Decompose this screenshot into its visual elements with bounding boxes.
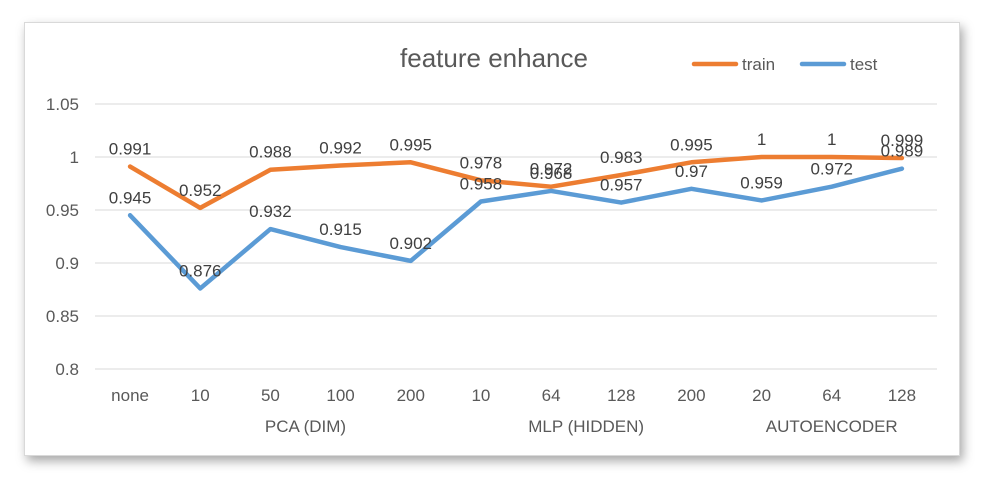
data-label-train: 0.952 (179, 181, 222, 200)
y-tick-label: 0.8 (55, 360, 79, 379)
x-tick-label: 64 (542, 386, 561, 405)
x-group-label: MLP (HIDDEN) (528, 417, 644, 436)
x-tick-label: 200 (397, 386, 425, 405)
x-tick-label: 10 (471, 386, 490, 405)
data-label-test: 0.959 (740, 173, 783, 192)
data-label-train: 0.983 (600, 148, 643, 167)
x-tick-label: 200 (677, 386, 705, 405)
data-label-train: 1 (827, 130, 836, 149)
series-line-test (127, 166, 905, 291)
x-tick-label: 100 (326, 386, 354, 405)
data-label-train: 0.991 (109, 140, 152, 159)
data-label-train: 0.972 (530, 160, 573, 179)
data-label-train: 0.988 (249, 143, 292, 162)
data-label-train: 0.995 (389, 135, 432, 154)
x-tick-label: 128 (888, 386, 916, 405)
chart-frame (24, 22, 960, 456)
data-label-test: 0.958 (460, 175, 503, 194)
y-tick-label: 0.85 (46, 307, 79, 326)
data-label-test: 0.945 (109, 188, 152, 207)
series-line-train (127, 154, 905, 211)
x-tick-label: none (111, 386, 149, 405)
y-tick-label: 1 (70, 148, 79, 167)
data-label-test: 0.902 (389, 234, 432, 253)
x-group-label: PCA (DIM) (265, 417, 346, 436)
data-label-train: 0.995 (670, 135, 713, 154)
y-tick-label: 0.9 (55, 254, 79, 273)
data-label-train: 0.999 (881, 131, 924, 150)
data-label-test: 0.97 (675, 162, 708, 181)
legend-label-train: train (742, 55, 775, 74)
data-label-test: 0.989 (881, 142, 924, 161)
x-tick-label: 10 (191, 386, 210, 405)
data-label-train: 0.992 (319, 138, 362, 157)
y-tick-label: 1.05 (46, 95, 79, 114)
x-tick-label: 64 (822, 386, 841, 405)
x-group-label: AUTOENCODER (766, 417, 898, 436)
chart-title: feature enhance (400, 43, 588, 73)
y-tick-label: 0.95 (46, 201, 79, 220)
data-label-test: 0.972 (810, 160, 853, 179)
data-label-test: 0.932 (249, 202, 292, 221)
data-label-train: 1 (757, 130, 766, 149)
x-tick-label: 128 (607, 386, 635, 405)
data-label-test: 0.876 (179, 261, 222, 280)
x-tick-label: 20 (752, 386, 771, 405)
data-label-test: 0.968 (530, 164, 573, 183)
data-label-test: 0.915 (319, 220, 362, 239)
data-label-train: 0.978 (460, 153, 503, 172)
x-tick-label: 50 (261, 386, 280, 405)
legend-label-test: test (850, 55, 878, 74)
data-label-test: 0.957 (600, 176, 643, 195)
